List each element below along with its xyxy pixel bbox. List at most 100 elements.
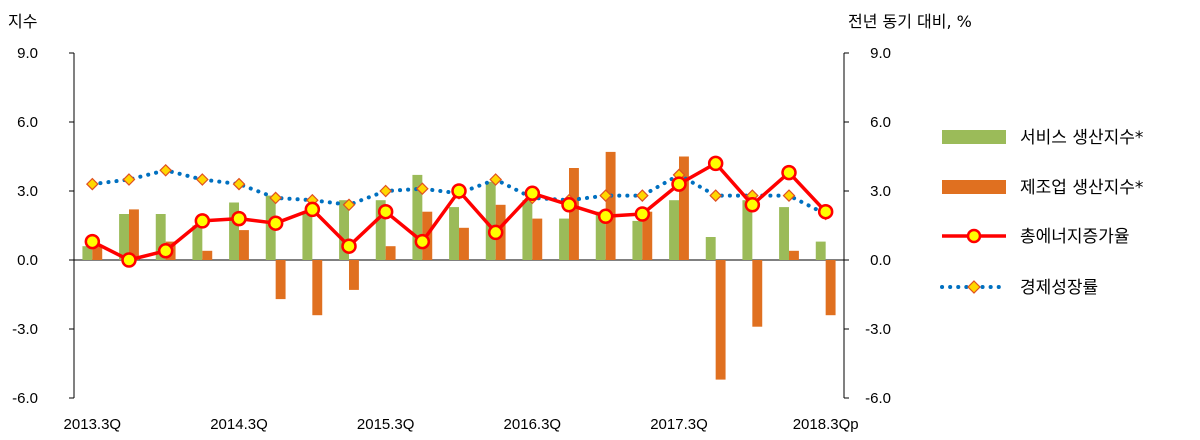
gdp-growth-point (489, 173, 503, 186)
manufacturing-bar (202, 250, 213, 260)
gdp-growth-point (415, 182, 429, 196)
energy-growth-point (451, 183, 467, 199)
energy-growth-point (561, 197, 577, 213)
manufacturing-bar (789, 250, 799, 260)
legend-label-gdp: 경제성장률 (1020, 278, 1098, 298)
right-tick-label: -6.0 (865, 390, 891, 407)
left-tick-label: -3.0 (12, 321, 38, 338)
legend-swatch-service (942, 130, 1006, 144)
tick-labels: 9.0 9.0 6.0 6.0 3.0 3.0 0.0 0.0 -3.0 -3.0 -6.0 -6.0… (12, 45, 891, 433)
manufacturing-bar (679, 156, 689, 260)
service-bar (815, 241, 826, 260)
service-bar (412, 174, 423, 260)
energy-growth-point (157, 243, 174, 259)
gdp-growth-point (159, 163, 173, 177)
energy-growth-point (414, 233, 431, 250)
manufacturing-bar (569, 168, 579, 260)
left-tick-label: 0.0 (17, 252, 38, 269)
legend: 서비스 생산지수* 제조업 생산지수* 총에너지증가율 경제성장률 (940, 128, 1143, 298)
service-bar (229, 202, 239, 260)
manufacturing-bar (642, 211, 653, 260)
energy-growth-point (231, 210, 247, 227)
energy-growth-point (524, 185, 541, 202)
energy-growth-point (194, 213, 211, 229)
manufacturing-bar (312, 260, 323, 316)
series-markers (84, 155, 834, 268)
manufacturing-bar (825, 260, 836, 316)
gdp-growth-point (379, 184, 393, 198)
service-bar (559, 218, 569, 260)
right-tick-label: -3.0 (865, 321, 891, 338)
manufacturing-bar (129, 209, 139, 260)
legend-label-manufacturing: 제조업 생산지수* (1020, 178, 1143, 198)
gdp-growth-point (342, 198, 356, 212)
gdp-growth-point (635, 189, 649, 202)
manufacturing-bar (349, 260, 359, 290)
service-bar (522, 200, 533, 260)
service-bar (339, 200, 349, 260)
gdp-growth-point (195, 173, 209, 186)
service-bar (669, 200, 679, 260)
energy-growth-point (781, 164, 797, 181)
service-bar (119, 214, 129, 260)
service-bar (742, 200, 753, 260)
manufacturing-bar (532, 218, 543, 260)
gdp-growth-point (599, 189, 613, 202)
legend-swatch-manufacturing (942, 180, 1006, 194)
gdp-growth-point (269, 191, 283, 205)
service-bar (779, 207, 789, 260)
left-axis-title: 지수 (8, 12, 37, 31)
energy-growth-point (597, 208, 614, 225)
right-tick-label: 3.0 (870, 183, 891, 200)
left-tick-label: 9.0 (17, 45, 38, 62)
right-tick-label: 9.0 (870, 45, 891, 62)
manufacturing-bar (92, 246, 103, 260)
energy-growth-point (267, 215, 284, 231)
manufacturing-bar (385, 246, 396, 260)
manufacturing-bar (239, 230, 249, 260)
gdp-growth-point (232, 177, 246, 191)
service-bar (705, 237, 716, 260)
manufacturing-bar (605, 151, 616, 260)
energy-growth-point (487, 224, 504, 241)
manufacturing-bar (715, 260, 726, 380)
x-tick-label: 2013.3Q (64, 416, 122, 433)
manufacturing-bar (275, 260, 286, 300)
energy-growth-point (84, 233, 101, 250)
left-tick-label: 6.0 (17, 114, 38, 131)
energy-growth-point (817, 203, 834, 220)
legend-marker-gdp (967, 280, 981, 294)
energy-growth-point (121, 252, 137, 268)
x-tick-label: 2015.3Q (357, 416, 415, 433)
gdp-growth-point (709, 189, 723, 202)
service-bar (192, 225, 203, 260)
gdp-growth-point (85, 177, 99, 191)
service-bar (155, 214, 166, 260)
service-bar (632, 220, 643, 260)
service-bar (82, 246, 93, 260)
right-tick-label: 6.0 (870, 114, 891, 131)
energy-growth-point (341, 238, 357, 254)
x-tick-label: 2018.3Qp (793, 416, 859, 433)
manufacturing-bar (459, 227, 469, 260)
x-tick-label: 2017.3Q (650, 416, 708, 433)
gdp-growth-point (122, 173, 136, 186)
energy-growth-point (671, 176, 687, 192)
legend-label-energy: 총에너지증가율 (1020, 227, 1129, 247)
energy-growth-point (634, 206, 651, 222)
right-axis-title: 전년 동기 대비, % (848, 12, 972, 31)
energy-growth-point (377, 203, 394, 220)
energy-growth-point (744, 197, 761, 213)
legend-label-service: 서비스 생산지수* (1020, 128, 1143, 148)
gdp-growth-point (782, 189, 796, 202)
service-bar (375, 200, 386, 260)
left-tick-label: -6.0 (12, 390, 38, 407)
legend-marker-energy (966, 228, 982, 244)
service-bar (302, 211, 313, 260)
right-tick-label: 0.0 (870, 252, 891, 269)
energy-growth-point (707, 155, 724, 172)
left-tick-label: 3.0 (17, 183, 38, 200)
x-tick-label: 2016.3Q (504, 416, 562, 433)
energy-growth-point (304, 201, 321, 218)
